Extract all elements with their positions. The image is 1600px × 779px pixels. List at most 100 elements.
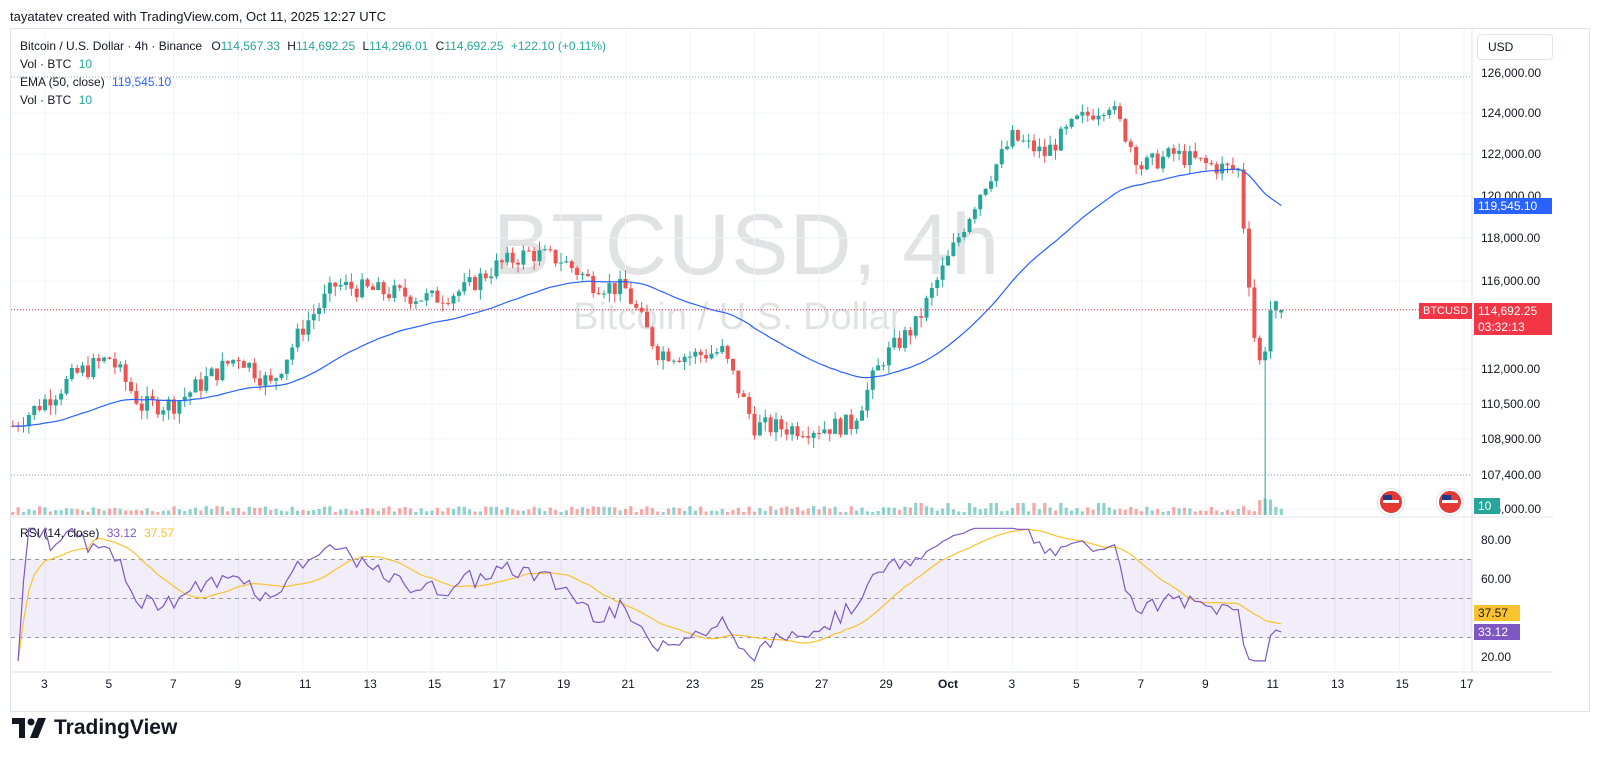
time-axis-label: 3 — [1008, 677, 1016, 691]
volume-bar — [107, 508, 112, 515]
legend-ema: 119,545.10 — [112, 75, 172, 89]
rsi-axis-label: 60.00 — [1481, 572, 1512, 586]
candle-body — [714, 352, 719, 354]
time-axis-label: 29 — [879, 677, 893, 691]
volume-bar — [355, 511, 359, 515]
volume-bar — [81, 510, 85, 515]
legend-ema-row[interactable]: EMA (50, close) 119,545.10 — [20, 73, 171, 91]
volume-bar — [484, 506, 488, 515]
time-axis-label: 7 — [170, 677, 177, 691]
candle-body — [370, 286, 375, 290]
candle-body — [774, 419, 778, 433]
candle-body — [634, 303, 639, 308]
volume-bar — [597, 506, 601, 515]
volume-bar — [640, 509, 644, 515]
candle-body — [612, 283, 617, 295]
legend-volume2: 10 — [78, 93, 93, 107]
volume-bar — [457, 506, 461, 515]
volume-bar — [683, 510, 687, 515]
candle-body — [736, 370, 741, 394]
candle-body — [215, 368, 219, 381]
volume-bar — [172, 506, 176, 515]
candle-body — [1091, 115, 1096, 120]
volume-bar — [580, 507, 585, 515]
candle-body — [999, 149, 1004, 165]
time-axis-label: 5 — [1073, 677, 1080, 691]
volume-bar — [645, 506, 649, 515]
volume-bar — [1032, 503, 1036, 515]
candle-body — [1032, 140, 1036, 152]
us-flag-event-icon[interactable] — [1378, 489, 1404, 515]
volume-bar — [779, 507, 783, 515]
volume-bar — [97, 509, 101, 515]
candle-body — [177, 401, 182, 414]
volume-bar — [91, 507, 95, 515]
volume-bar — [634, 511, 638, 515]
candle-body — [693, 351, 698, 357]
volume-bar — [1037, 509, 1041, 515]
legend-volume-row[interactable]: Vol · BTC 10 — [20, 55, 92, 73]
candle-body — [526, 250, 531, 252]
candle-body — [575, 268, 580, 276]
candle-body — [172, 399, 176, 414]
candle-body — [392, 285, 397, 299]
volume-bar — [1220, 511, 1224, 515]
legend-open: 114,567.33 — [220, 39, 280, 53]
candle-body — [64, 379, 69, 394]
volume-bar — [312, 510, 316, 515]
volume-bar — [177, 509, 181, 515]
candle-body — [268, 375, 273, 381]
rsi-tag: 33.12 — [1474, 624, 1520, 640]
volume-bar — [27, 509, 31, 515]
candle-body — [139, 403, 144, 411]
volume-bar — [919, 503, 923, 515]
volume-bar — [301, 509, 305, 515]
candle-body — [1015, 130, 1020, 141]
candle-body — [1209, 162, 1214, 165]
legend-high-label: H — [287, 39, 296, 53]
volume-bar — [1075, 508, 1079, 515]
legend-symbol[interactable]: Bitcoin / U.S. Dollar · 4h · Binance — [20, 39, 203, 53]
candle-body — [69, 368, 74, 380]
legend-volume2-row[interactable]: Vol · BTC 10 — [20, 91, 92, 109]
volume-bar — [1252, 511, 1256, 515]
volume-bar — [736, 507, 740, 515]
legend-rsi-row[interactable]: RSI (14, close) 33.12 37.57 — [20, 524, 174, 542]
us-flag-event-icon[interactable] — [1437, 489, 1463, 515]
candle-body — [790, 426, 795, 435]
candle-body — [430, 290, 434, 294]
candle-body — [1005, 146, 1010, 150]
volume-bar — [21, 511, 26, 515]
tradingview-logo[interactable]: TradingView — [12, 716, 177, 740]
candle-body — [1182, 150, 1187, 166]
volume-bar — [1188, 508, 1192, 515]
candle-body — [1230, 165, 1235, 170]
candle-body — [870, 370, 875, 390]
volume-bar — [161, 510, 165, 515]
volume-bar — [1091, 509, 1095, 515]
legend-volume-label: Vol · BTC — [20, 57, 72, 71]
volume-bar — [210, 509, 214, 515]
volume-bar — [1231, 511, 1235, 515]
candle-body — [645, 311, 649, 328]
symbol-tag: BTCUSD — [1419, 303, 1473, 319]
price-axis-label: 124,000.00 — [1481, 106, 1542, 120]
candle-body — [75, 368, 80, 373]
candle-body — [795, 426, 800, 437]
ema-price-tag: 119,545.10 — [1474, 198, 1552, 214]
candle-body — [1155, 153, 1160, 169]
candle-body — [935, 279, 940, 288]
candle-body — [333, 282, 338, 287]
candle-body — [1112, 106, 1117, 110]
volume-bar — [403, 507, 407, 515]
currency-button[interactable]: USD — [1477, 34, 1553, 60]
candle-body — [1198, 157, 1203, 159]
volume-bar — [296, 510, 300, 515]
volume-bar — [559, 511, 563, 515]
last-price-tag: 114,692.25 — [1474, 303, 1552, 319]
volume-bar — [113, 507, 117, 515]
volume-bar — [720, 508, 724, 515]
candle-body — [1069, 118, 1074, 127]
candle-body — [628, 288, 633, 304]
